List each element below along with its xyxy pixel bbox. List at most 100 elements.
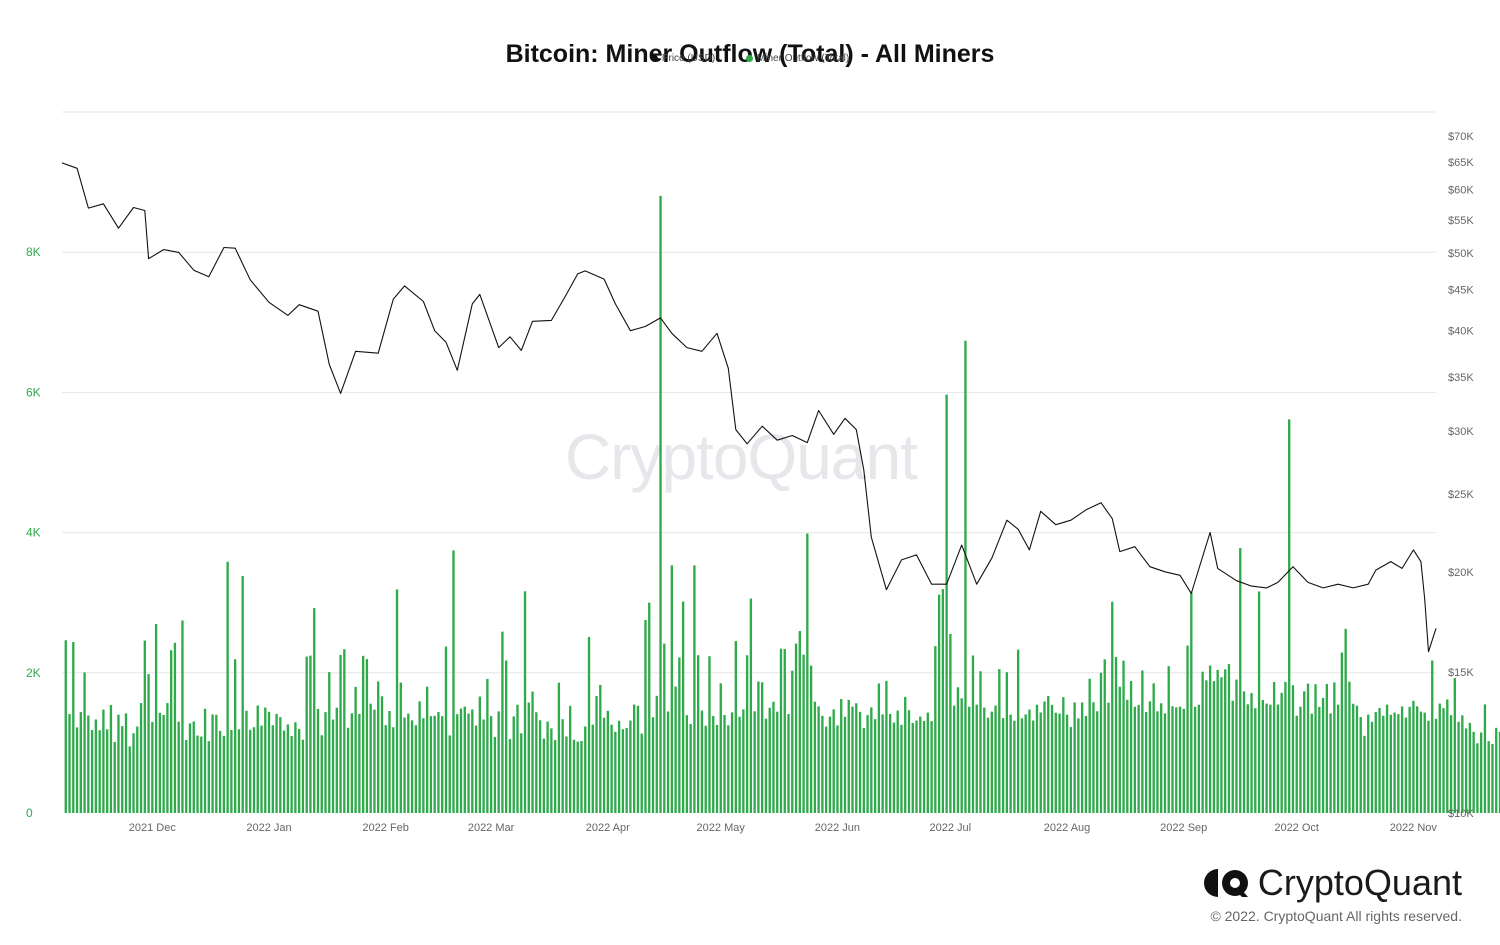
bar [1224, 669, 1227, 813]
bar [1280, 692, 1283, 813]
bar [173, 642, 177, 813]
left-tick-label: 0 [26, 806, 33, 820]
bar [772, 701, 775, 813]
bar [1449, 715, 1453, 813]
bar [448, 735, 451, 813]
bar [200, 736, 203, 813]
bar [666, 711, 670, 813]
bar [1137, 704, 1140, 813]
bar [373, 709, 376, 813]
bar [102, 709, 105, 813]
bar [294, 722, 297, 813]
bar [154, 623, 158, 813]
bar [516, 704, 519, 813]
bar [1321, 697, 1325, 813]
bar [267, 711, 271, 813]
bar [403, 717, 406, 813]
bar [678, 657, 681, 813]
bar [1005, 672, 1009, 813]
bar [836, 725, 839, 813]
bar [538, 720, 542, 813]
bar [979, 671, 982, 813]
bar [535, 712, 538, 813]
bar [252, 727, 256, 813]
bar [320, 735, 323, 813]
bar [83, 672, 86, 813]
right-tick-label: $30K [1448, 426, 1474, 438]
bar [1163, 713, 1167, 813]
legend-item-miner-outflow[interactable]: Miner Outflow (Total) [745, 53, 849, 64]
bar [621, 729, 625, 813]
price-line [61, 162, 1437, 653]
bar [1009, 714, 1012, 813]
bar [968, 706, 971, 813]
bar [249, 729, 252, 813]
bar [1295, 715, 1298, 813]
bar [1412, 700, 1415, 813]
bar [584, 726, 587, 813]
bar [456, 714, 459, 813]
price-line-series [61, 162, 1437, 653]
bar [681, 601, 685, 813]
bar [305, 656, 308, 813]
bar [256, 705, 259, 813]
bar [1107, 702, 1110, 813]
bar [136, 726, 139, 813]
bar [384, 725, 387, 813]
bar [761, 682, 764, 813]
bar [1370, 721, 1374, 813]
bar [689, 723, 692, 813]
bar [1080, 702, 1084, 813]
bar [211, 714, 214, 813]
x-tick-label: 2022 Jan [246, 822, 291, 834]
brand-name: CryptoQuant [1257, 862, 1462, 903]
bar [606, 710, 609, 813]
bar [1284, 681, 1287, 813]
bar [648, 602, 651, 813]
bar [218, 730, 222, 813]
bar [1020, 718, 1024, 813]
bar [693, 565, 696, 813]
bar [192, 721, 195, 813]
x-tick-label: 2022 Sep [1160, 822, 1207, 834]
bar [870, 707, 873, 813]
bar [128, 746, 131, 813]
bar [553, 740, 557, 813]
bar [806, 533, 809, 813]
bar [644, 619, 647, 813]
bar [1288, 419, 1291, 813]
bar [1062, 697, 1065, 813]
bar [636, 705, 640, 813]
bar [885, 680, 888, 813]
right-tick-label: $55K [1448, 215, 1474, 227]
bar [275, 713, 278, 813]
bar [520, 733, 523, 813]
bar [1476, 743, 1479, 813]
bar [1231, 700, 1234, 813]
bar [1144, 711, 1148, 813]
left-tick-label: 8K [26, 245, 41, 259]
bar [1024, 714, 1027, 813]
right-tick-label: $15K [1448, 667, 1474, 679]
bar [260, 725, 263, 813]
bar [1423, 712, 1426, 813]
bar [1148, 701, 1152, 813]
bar [207, 741, 210, 813]
bar [1355, 705, 1359, 813]
bar [1216, 669, 1219, 813]
bar [177, 721, 180, 813]
bar [1197, 704, 1201, 813]
bar [776, 711, 779, 813]
bar [395, 589, 399, 813]
bar [1291, 685, 1295, 813]
bar [151, 721, 154, 813]
legend-item-price[interactable]: Price (USD) [650, 53, 715, 64]
bar [670, 565, 673, 813]
bar [1431, 660, 1434, 813]
bar [1152, 683, 1155, 813]
grid-lines [62, 111, 1436, 674]
bar [813, 701, 817, 813]
bar [147, 674, 150, 813]
legend-swatch-price [650, 54, 658, 62]
bar [399, 682, 402, 813]
